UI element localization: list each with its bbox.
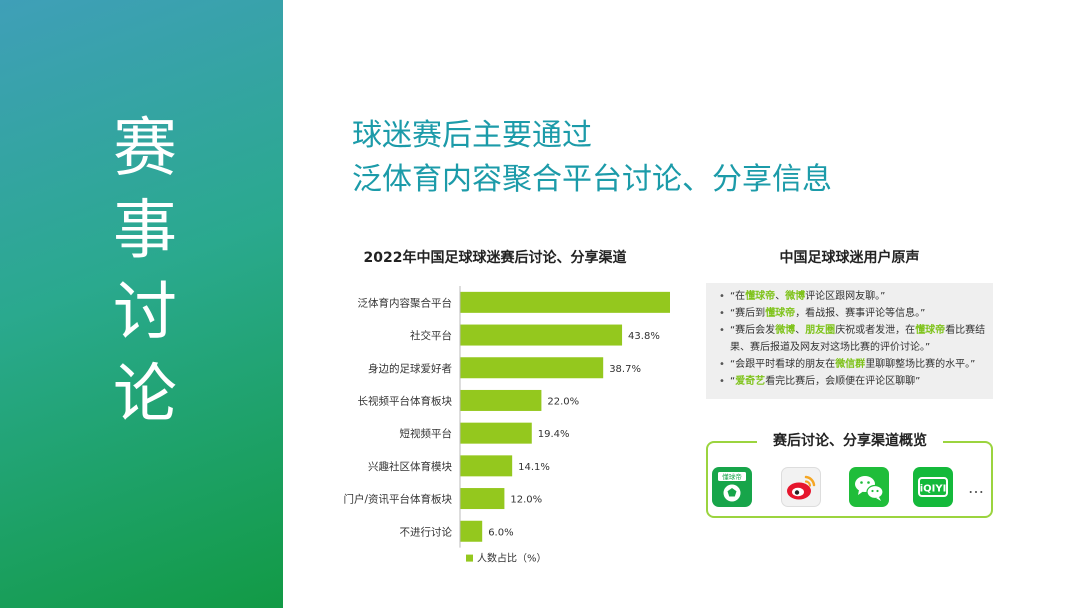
highlighted-platform: 微博	[775, 325, 796, 336]
legend-label: 人数占比（%）	[477, 552, 547, 565]
bar	[460, 291, 670, 313]
category-label: 不进行讨论	[400, 525, 453, 538]
bar	[460, 455, 513, 477]
quote-text: “会跟平时看球的朋友在	[730, 359, 836, 370]
quote-item: “爱奇艺看完比赛后，会顺便在评论区聊聊”	[706, 373, 993, 390]
voice-title: 中国足球球迷用户原声	[779, 250, 920, 266]
highlighted-platform: 懂球帝	[765, 308, 796, 319]
highlighted-platform: 朋友圈	[805, 325, 836, 336]
category-label: 身边的足球爱好者	[368, 362, 452, 375]
data-label: 38.7%	[609, 364, 641, 375]
wechat-app-icon	[849, 467, 889, 507]
bar	[460, 422, 532, 444]
data-label: 43.8%	[628, 331, 660, 342]
legend-swatch	[466, 554, 473, 562]
highlighted-platform: 微博	[785, 291, 806, 302]
highlighted-platform: 懂球帝	[915, 325, 946, 336]
channel-title: 赛后讨论、分享渠道概览	[757, 429, 943, 453]
quote-text: 里聊聊整场比赛的水平。”	[865, 359, 976, 370]
highlighted-platform: 爱奇艺	[735, 376, 766, 387]
dongqiudi-logo-text: 懂球帝	[722, 472, 742, 481]
bar	[460, 488, 505, 510]
category-label: 泛体育内容聚合平台	[358, 296, 453, 309]
category-label: 短视频平台	[400, 427, 453, 440]
quote-text: “赛后会发	[730, 325, 776, 336]
quote-box: “在懂球帝、微博评论区跟网友聊。”“赛后到懂球帝，看战报、赛事评论等信息。”“赛…	[706, 283, 993, 399]
bar	[460, 357, 604, 379]
dongqiudi-app-icon: 懂球帝	[712, 467, 752, 507]
bar	[460, 389, 542, 411]
quote-text: “赛后到	[730, 308, 766, 319]
headline-line-2: 泛体育内容聚合平台讨论、分享信息	[352, 162, 832, 197]
iqiyi-logo-text: iQIYI	[920, 484, 947, 495]
quote-list: “在懂球帝、微博评论区跟网友聊。”“赛后到懂球帝，看战报、赛事评论等信息。”“赛…	[706, 283, 993, 390]
quote-text: 、	[775, 291, 786, 302]
quote-text: 看比赛结果、赛后报道及网友对这场比赛的评价讨论。”	[730, 325, 986, 353]
category-label: 门户/资讯平台体育板块	[343, 493, 452, 506]
section-title-char: 论	[113, 358, 177, 432]
data-label: 14.1%	[518, 462, 550, 473]
weibo-app-icon	[781, 467, 821, 507]
headline: 球迷赛后主要通过 泛体育内容聚合平台讨论、分享信息	[352, 114, 832, 202]
quote-item: “会跟平时看球的朋友在微信群里聊聊整场比赛的水平。”	[706, 356, 993, 373]
quote-text: ，看战报、赛事评论等信息。”	[795, 308, 926, 319]
data-label: 12.0%	[510, 495, 542, 506]
category-label: 社交平台	[410, 329, 452, 342]
quote-text: 评论区跟网友聊。”	[805, 291, 886, 302]
highlighted-platform: 懂球帝	[745, 291, 776, 302]
quote-item: “赛后到懂球帝，看战报、赛事评论等信息。”	[706, 305, 993, 322]
data-label: 6.0%	[488, 527, 513, 538]
category-label: 兴趣社区体育模块	[368, 460, 452, 473]
left-banner: 赛 事 讨 论	[0, 0, 283, 608]
section-title-char: 讨	[113, 276, 177, 350]
quote-text: 看完比赛后，会顺便在评论区聊聊”	[765, 376, 921, 387]
chart-title: 2022年中国足球球迷赛后讨论、分享渠道	[363, 250, 627, 266]
quote-text: 庆祝或者发泄，在	[835, 325, 916, 336]
quote-text: “	[730, 376, 736, 387]
iqiyi-app-icon: iQIYI	[913, 467, 953, 507]
more-channels: …	[968, 478, 985, 497]
bar-chart: 泛体育内容聚合平台76.5%社交平台43.8%身边的足球爱好者38.7%长视频平…	[343, 286, 670, 565]
quote-text: 、	[795, 325, 806, 336]
bar	[460, 520, 483, 542]
quote-item: “赛后会发微博、朋友圈庆祝或者发泄，在懂球帝看比赛结果、赛后报道及网友对这场比赛…	[706, 322, 993, 356]
headline-line-1: 球迷赛后主要通过	[352, 118, 592, 153]
section-title-char: 事	[113, 194, 177, 268]
data-label: 22.0%	[547, 396, 579, 407]
highlighted-platform: 微信群	[835, 359, 866, 370]
quote-item: “在懂球帝、微博评论区跟网友聊。”	[706, 288, 993, 305]
quote-text: “在	[730, 291, 746, 302]
section-title-char: 赛	[113, 112, 177, 186]
category-label: 长视频平台体育板块	[358, 394, 453, 407]
section-title: 赛 事 讨 论	[100, 108, 190, 436]
bar	[460, 324, 623, 346]
data-label: 19.4%	[538, 429, 570, 440]
